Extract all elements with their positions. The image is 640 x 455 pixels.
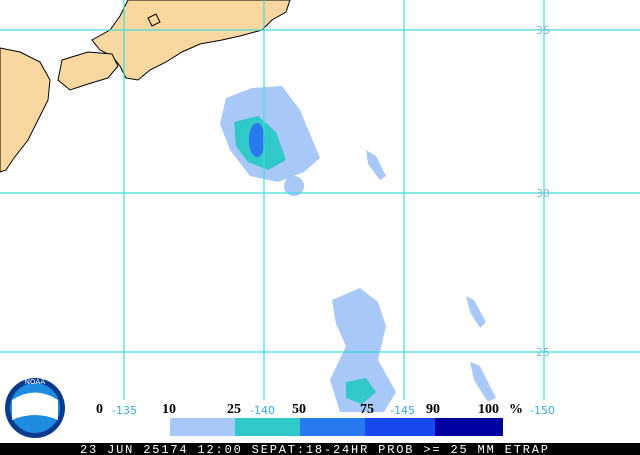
graticule — [0, 0, 640, 400]
longitude-label: -135 — [112, 404, 137, 417]
legend-label: 75 — [360, 402, 374, 417]
legend-swatch — [170, 418, 235, 436]
longitude-label: -145 — [390, 404, 415, 417]
precipitation — [220, 86, 496, 412]
legend-label: 90 — [426, 402, 440, 417]
legend-label: 50 — [292, 402, 306, 417]
caption-bar — [0, 443, 640, 455]
legend-swatch — [235, 418, 300, 436]
legend-swatch — [100, 418, 170, 436]
honshu — [91, 0, 291, 81]
light-area — [466, 296, 486, 328]
legend-unit: % — [509, 402, 523, 417]
kyushu — [0, 47, 51, 173]
logo: NOAA — [5, 378, 65, 438]
light-area — [366, 150, 386, 180]
legend-label: 0 — [96, 402, 103, 417]
legend-swatch — [435, 418, 503, 436]
teal-area — [346, 378, 376, 404]
shikoku — [57, 51, 119, 91]
caption: 23 JUN 25174 12:00 SEPAT:18-24HR PROB >=… — [80, 443, 548, 455]
latitude-label: 35 — [536, 24, 550, 37]
latitude-label: 25 — [536, 346, 550, 359]
legend: 0 10 25 50 75 90 100% — [96, 402, 523, 436]
longitude-label: -150 — [530, 404, 555, 417]
legend-label: 10 — [162, 402, 176, 417]
light-area — [284, 176, 304, 196]
land — [0, 0, 291, 173]
legend-label: 100 — [478, 402, 499, 417]
light-area — [330, 288, 396, 412]
latitude-label: 30 — [536, 187, 550, 200]
blue-core — [249, 123, 265, 157]
logo-text: NOAA — [25, 378, 46, 386]
longitude-label: -140 — [250, 404, 275, 417]
logo-bird — [12, 392, 58, 420]
graticule-labels: 35 30 25 -135 -140 -145 -150 — [112, 24, 555, 417]
legend-swatch — [365, 418, 435, 436]
legend-swatch — [300, 418, 365, 436]
island — [147, 13, 161, 27]
legend-label: 25 — [227, 402, 241, 417]
light-area — [470, 362, 496, 402]
